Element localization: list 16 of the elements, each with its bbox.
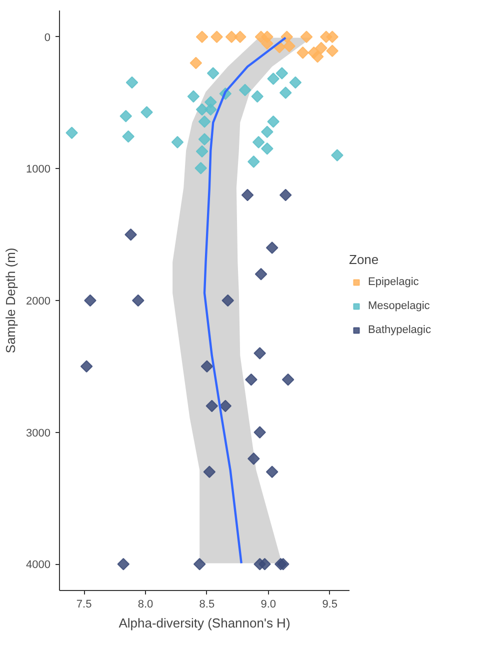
x-axis-title: Alpha-diversity (Shannon's H): [118, 616, 290, 630]
y-tick-label: 4000: [26, 559, 51, 572]
y-tick-label: 3000: [26, 427, 51, 440]
x-tick-label: 8.0: [138, 598, 154, 610]
x-tick-label: 7.5: [76, 598, 92, 610]
y-tick-label: 0: [44, 32, 51, 44]
y-axis-title: Sample Depth (m): [3, 248, 18, 354]
legend-title: Zone: [349, 252, 380, 267]
legend-label: Epipelagic: [368, 276, 419, 288]
legend-label: Bathypelagic: [368, 324, 431, 336]
legend-label: Mesopelagic: [368, 300, 430, 312]
y-tick-label: 1000: [26, 164, 51, 176]
x-tick-label: 9.5: [322, 598, 338, 610]
x-tick-label: 9.0: [260, 598, 276, 610]
x-tick-label: 8.5: [199, 598, 215, 610]
y-tick-label: 2000: [26, 296, 51, 308]
